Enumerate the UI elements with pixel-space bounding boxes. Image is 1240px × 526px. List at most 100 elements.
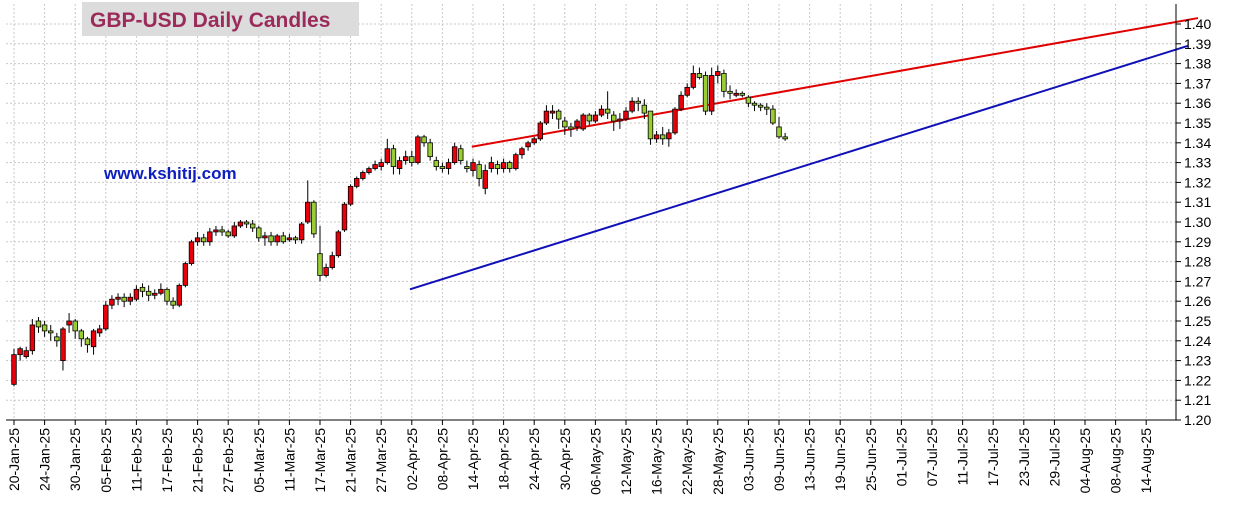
candle-body-up [562,120,568,128]
x-tick-label: 01-Jul-25 [893,428,909,487]
candle [390,144,397,175]
y-tick-label: 1.28 [1184,254,1211,270]
candle [109,295,115,310]
candle-body-down [347,185,354,205]
support-trendline [409,44,1189,291]
candle-body-down [531,138,537,144]
candle-body-down [323,267,329,276]
candle [207,227,213,246]
x-tick-label: 11-Mar-25 [281,428,297,492]
candle [286,233,293,242]
candle-body-down [103,304,109,330]
candle-body-up [568,126,574,130]
candle-body-down [629,100,635,112]
candle [298,222,305,244]
candle-body-down [115,296,121,300]
x-tick-label: 25-Jun-25 [863,428,879,491]
candle [243,220,250,228]
candle-body-down [513,154,519,169]
candle [531,136,537,145]
candle-body-up [41,324,48,332]
candle-body-up [507,162,513,169]
candle-body-up [280,235,286,243]
candle [219,225,225,236]
candle-body-down [23,350,29,358]
candle-body-up [647,110,654,140]
candle-body-up [78,330,85,340]
x-tick-label: 22-May-25 [679,428,695,495]
candle [427,138,433,161]
candle-body-up [745,96,752,104]
candle [384,138,391,165]
candle-body-down [549,110,556,114]
candle-body-up [611,114,617,122]
candle [513,152,519,171]
candle-body-down [213,229,219,233]
candle [231,222,238,238]
candle-body-up [249,223,256,229]
candle-body-up [764,106,770,110]
candle [745,95,752,108]
candle [739,91,745,98]
candle [48,324,54,341]
candle-body-up [439,166,446,169]
candle-body-down [488,162,495,169]
candle-body-down [341,203,348,231]
candle-body-up [696,73,703,78]
candle [733,89,739,98]
candle [494,160,501,175]
candle [11,348,17,387]
candle-body-up [635,100,641,104]
x-tick-label: 11-Feb-25 [128,428,144,492]
candle-body-down [90,330,97,348]
candle [470,158,476,177]
candle-body-up [739,92,745,96]
candle [574,119,580,131]
candle-body-down [360,172,366,179]
candle [158,283,164,296]
candle [776,117,782,139]
candle-body-down [329,255,335,268]
candle [90,328,97,355]
y-tick-label: 1.35 [1184,115,1211,131]
candle-body-up [268,235,274,243]
candle-body-down [11,354,17,385]
candle-body-up [660,134,666,140]
candle [727,85,733,100]
candle [598,105,605,118]
candle [525,140,531,151]
candle-body-up [54,336,60,342]
y-tick-label: 1.29 [1184,234,1211,250]
candle-body-down [451,146,458,163]
candle [17,346,23,361]
y-tick-label: 1.33 [1184,155,1211,171]
candle [66,313,72,333]
candle-body-up [84,338,91,346]
candle [592,111,599,123]
candle [237,220,244,228]
candle-body-down [525,142,531,148]
candle [439,162,446,173]
candle-body-up [421,136,427,144]
candle [555,109,562,129]
x-tick-label: 19-Jun-25 [832,428,848,491]
candle [103,301,109,331]
candle [201,233,207,246]
y-tick-label: 1.23 [1184,353,1211,369]
candle [139,283,146,298]
x-tick-label: 18-Apr-25 [496,428,512,490]
chart-title: GBP-USD Daily Candles [90,9,330,32]
candle [617,113,623,129]
x-tick-label: 04-Aug-25 [1077,428,1093,494]
candle [60,326,66,371]
candle [23,346,29,359]
candle [433,156,439,171]
candle [721,69,727,98]
candle-body-up [219,229,225,233]
candle [121,293,127,308]
candle-body-down [109,298,115,306]
candle-body-up [243,221,250,225]
candle-body-down [188,241,195,264]
candle [311,200,317,238]
candle-body-down [60,328,66,362]
